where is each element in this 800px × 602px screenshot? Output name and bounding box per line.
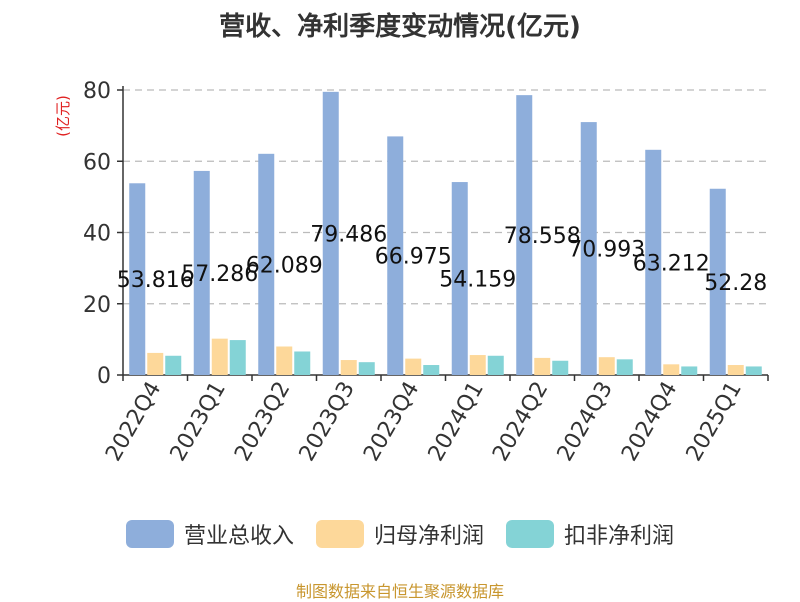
bar-revenue [451,182,468,375]
bar-deducted-net-profit [616,359,633,375]
bar-deducted-net-profit [294,351,311,375]
legend-swatch-net-profit [315,520,364,548]
legend-item-net-profit[interactable]: 归母净利润 [315,518,484,550]
x-tick-label: 2023Q2 [230,378,295,466]
bar-revenue [645,149,662,375]
bar-deducted-net-profit [358,362,375,375]
bar-deducted-net-profit [229,340,246,375]
legend-swatch-revenue [125,520,174,548]
y-axis-label: (亿元) [54,95,72,137]
bar-revenue [322,91,339,376]
data-label: 79.486 [310,222,387,247]
data-label: 62.089 [246,253,323,278]
data-label: 57.286 [181,262,258,287]
x-tick-label: 2024Q3 [553,378,618,466]
bar-deducted-net-profit [681,366,698,375]
bar-revenue [709,188,726,375]
bar-deducted-net-profit [487,355,504,375]
x-tick-label: 2024Q2 [488,378,553,466]
bar-deducted-net-profit [423,365,440,375]
x-tick-label: 2022Q4 [101,378,166,466]
bar-net-profit [727,365,744,375]
data-label: 52.28 [704,271,767,296]
y-tick-label: 40 [83,222,111,247]
data-source-note: 制图数据来自恒生聚源数据库 [295,582,504,601]
x-tick-label: 2023Q4 [359,378,424,466]
data-label: 63.212 [633,251,710,276]
bar-net-profit [534,357,551,375]
legend-label-deducted-net-profit: 扣非净利润 [564,524,675,549]
bar-net-profit [147,352,164,375]
x-tick-label: 2024Q1 [424,378,489,466]
bar-net-profit [340,360,357,375]
x-tick-label: 2025Q1 [682,378,747,466]
legend-label-revenue: 营业总收入 [183,524,294,549]
y-tick-label: 60 [83,150,111,175]
data-label: 54.159 [439,268,516,293]
bar-net-profit [469,355,486,375]
bar-revenue [258,153,275,375]
x-tick-label: 2024Q4 [617,378,682,466]
x-tick-label: 2023Q1 [166,378,231,466]
legend-item-deducted-net-profit[interactable]: 扣非净利润 [506,518,674,550]
legend-item-revenue[interactable]: 营业总收入 [125,518,294,550]
legend-label-net-profit: 归母净利润 [373,524,484,549]
legend-swatch-deducted-net-profit [506,520,554,548]
y-tick-label: 0 [97,364,111,389]
bar-net-profit [663,364,680,375]
y-tick-label: 80 [83,79,111,104]
x-tick-label: 2023Q3 [295,378,360,466]
data-label: 66.975 [375,245,452,270]
chart-title: 营收、净利季度变动情况(亿元) [219,12,581,42]
bar-net-profit [276,346,293,375]
bar-revenue [516,95,533,376]
data-label: 53.816 [117,268,194,293]
data-label: 78.558 [504,224,581,249]
bar-deducted-net-profit [552,360,569,375]
legend: 营业总收入 归母净利润 扣非净利润 [0,518,800,550]
bar-net-profit [598,357,615,375]
bar-deducted-net-profit [745,366,762,375]
bar-revenue [193,170,210,375]
bar-revenue [387,136,404,375]
data-label: 70.993 [568,238,645,263]
bar-revenue [129,183,146,375]
bar-deducted-net-profit [165,355,182,375]
y-tick-label: 20 [83,293,111,318]
bar-net-profit [211,338,228,375]
bar-revenue [580,122,597,376]
bar-net-profit [405,358,422,375]
